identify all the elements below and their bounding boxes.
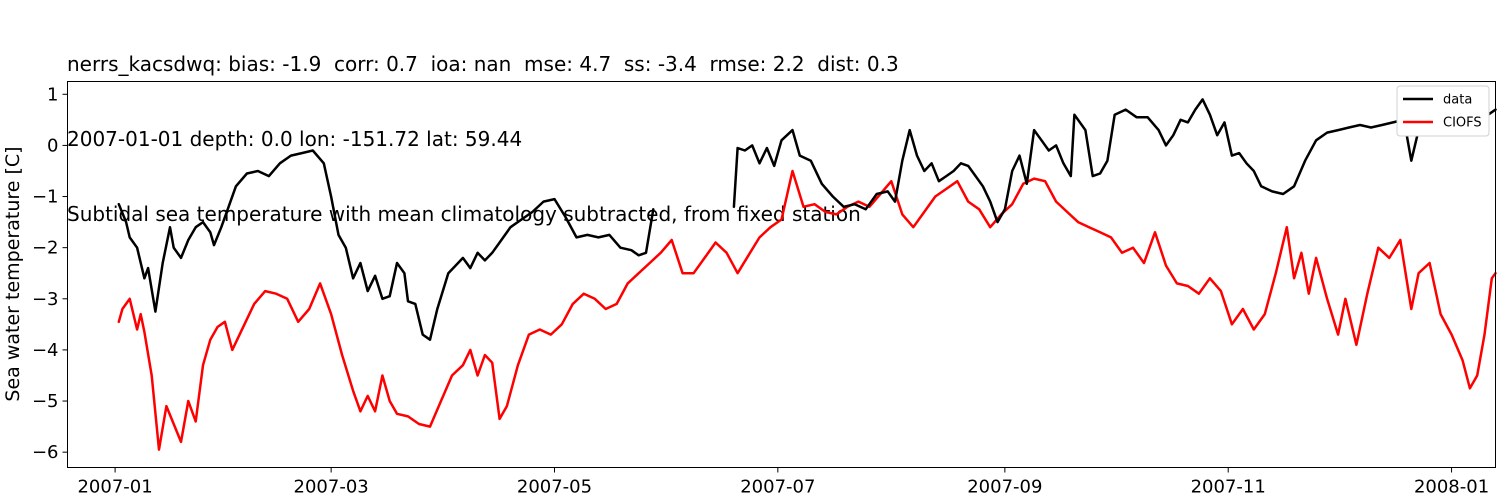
- x-tick-label: 2007-03: [294, 477, 369, 498]
- title-line-location: 2007-01-01 depth: 0.0 lon: -151.72 lat: …: [67, 127, 523, 151]
- y-tick-label: −1: [32, 187, 59, 208]
- y-axis-label: Sea water temperature [C]: [2, 146, 24, 401]
- chart-title: nerrs_kacsdwq: bias: -1.9 corr: 0.7 ioa:…: [67, 2, 899, 252]
- title-line-description: Subtidal sea temperature with mean clima…: [67, 202, 861, 226]
- legend-label-ciofs: CIOFS: [1443, 116, 1482, 131]
- x-tick-label: 2007-01: [77, 477, 152, 498]
- x-tick-label: 2007-05: [517, 477, 592, 498]
- title-line-metrics: nerrs_kacsdwq: bias: -1.9 corr: 0.7 ioa:…: [67, 52, 899, 76]
- x-tick-label: 2008-01: [1414, 477, 1489, 498]
- x-axis: 2007-01 2007-03 2007-05 2007-07 2007-09 2007-…: [77, 467, 1489, 498]
- series-data: [117, 98, 1497, 341]
- y-tick-label: 0: [47, 135, 58, 156]
- y-tick-label: −2: [32, 238, 59, 259]
- x-tick-label: 2007-07: [740, 477, 815, 498]
- series-line-data: [117, 149, 655, 341]
- y-tick-label: 1: [47, 84, 58, 105]
- y-tick-label: −3: [32, 289, 59, 310]
- y-tick-label: −4: [32, 340, 59, 361]
- legend-label-data: data: [1443, 93, 1472, 108]
- series-layer: [117, 98, 1497, 451]
- series-ciofs: [117, 169, 1497, 451]
- y-tick-label: −6: [32, 442, 59, 463]
- x-tick-label: 2007-09: [967, 477, 1042, 498]
- x-tick-label: 2007-11: [1191, 477, 1266, 498]
- series-line-ciofs: [117, 169, 1497, 451]
- legend: data CIOFS: [1396, 85, 1490, 137]
- y-tick-label: −5: [32, 391, 59, 412]
- y-axis: 1 0 −1 −2 −3 −4 −5 −6: [32, 84, 68, 463]
- plot-frame: [67, 81, 1496, 468]
- series-line-data: [732, 98, 1497, 224]
